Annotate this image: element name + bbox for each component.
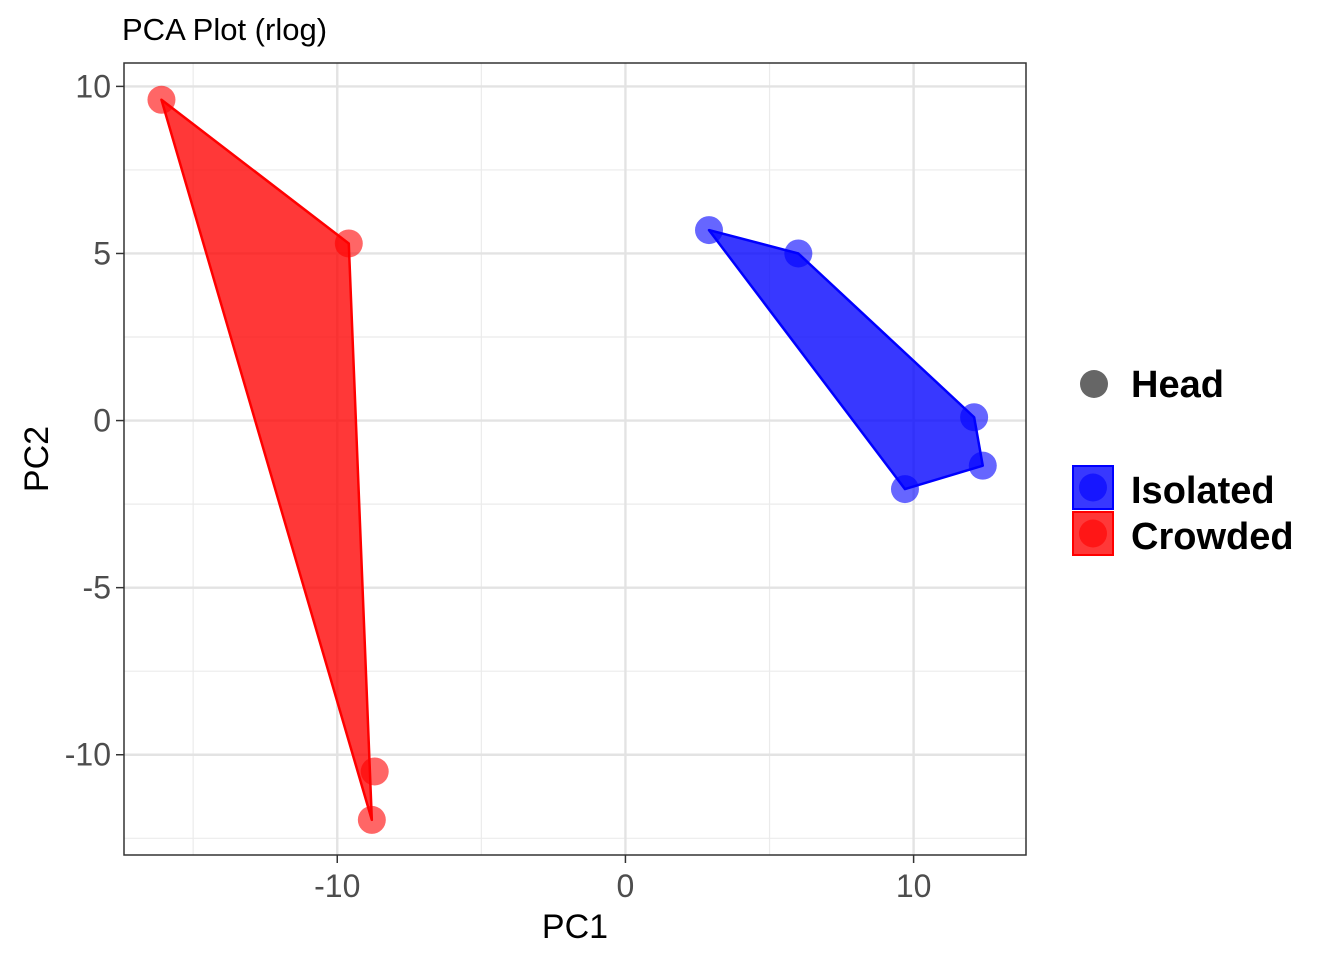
tick-layer: -10 0 10 -10 -5 0 5 10 — [65, 68, 932, 904]
point-isolated — [784, 239, 813, 268]
y-tick-label: 10 — [75, 68, 111, 104]
point-isolated — [968, 451, 997, 480]
point-crowded — [334, 229, 363, 258]
x-axis-title: PC1 — [542, 908, 608, 946]
point-isolated — [890, 475, 919, 504]
point-layer — [147, 85, 997, 834]
legend-isolated-marker — [1079, 473, 1107, 502]
x-tick-label: 10 — [896, 868, 932, 904]
legend-crowded-label: Crowded — [1131, 516, 1294, 558]
point-isolated — [960, 403, 989, 432]
point-isolated — [695, 216, 724, 245]
legend-head-label: Head — [1131, 364, 1224, 406]
plot-panel-border — [123, 62, 1027, 856]
x-tick-label: 0 — [617, 868, 635, 904]
hull-isolated — [707, 228, 985, 491]
point-crowded — [147, 85, 176, 114]
chart-title: PCA Plot (rlog) — [122, 12, 327, 47]
legend-crowded-marker — [1079, 519, 1107, 548]
point-crowded — [357, 805, 386, 834]
y-tick-label: 0 — [93, 403, 111, 439]
legend-isolated-label: Isolated — [1131, 470, 1275, 512]
y-tick-label: -5 — [83, 570, 111, 606]
point-crowded — [360, 757, 389, 786]
y-tick-label: 5 — [93, 235, 111, 271]
legend: Head Isolated Crowded — [1072, 364, 1294, 558]
x-tick-label: -10 — [314, 868, 360, 904]
y-tick-label: -10 — [65, 737, 111, 773]
hull-layer — [160, 98, 985, 822]
hull-crowded — [160, 98, 374, 822]
legend-head-marker — [1080, 370, 1108, 398]
y-axis-title: PC2 — [18, 426, 56, 492]
